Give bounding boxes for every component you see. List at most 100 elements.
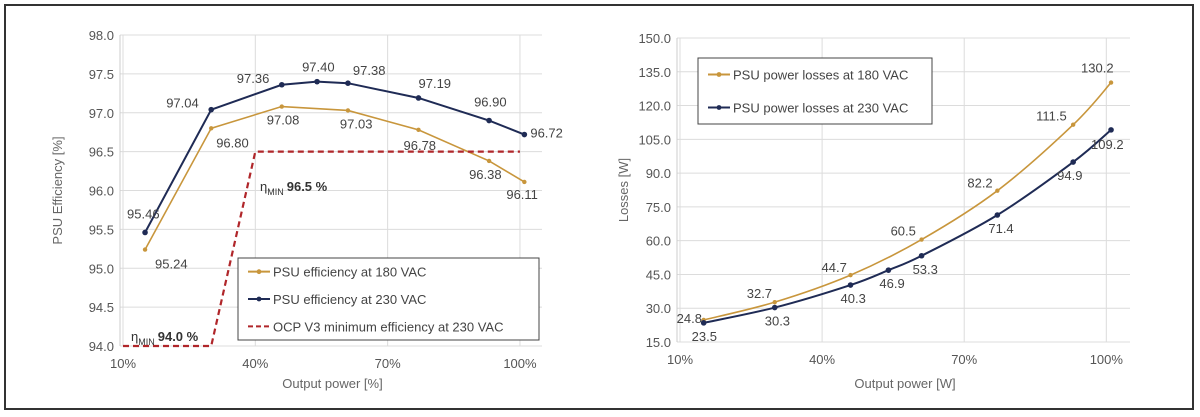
y-tick-label: 15.0 — [646, 335, 671, 350]
y-tick-label: 96.0 — [89, 184, 114, 199]
data-label: 130.2 — [1081, 61, 1114, 76]
data-label: 96.90 — [474, 95, 507, 110]
x-tick-label: 10% — [667, 352, 693, 367]
data-label: 97.19 — [419, 76, 452, 91]
data-point — [847, 282, 854, 288]
data-point — [486, 158, 492, 164]
data-label: 96.11 — [506, 187, 538, 202]
data-point — [486, 117, 492, 124]
data-point — [345, 108, 351, 113]
y-tick-label: 98.0 — [89, 28, 114, 43]
legend-marker — [716, 105, 722, 110]
y-tick-label: 94.5 — [89, 300, 114, 315]
eta-min-annotation: ηMIN 94.0 % — [131, 329, 199, 347]
y-tick-label: 30.0 — [646, 301, 671, 316]
x-axis-title: Output power [%] — [282, 376, 382, 391]
data-label: 97.04 — [166, 96, 199, 111]
data-point — [314, 78, 320, 85]
data-point — [209, 126, 214, 131]
data-label: 95.24 — [155, 257, 188, 272]
data-label: 97.38 — [353, 63, 386, 78]
legend-marker — [256, 269, 262, 275]
data-label: 96.80 — [216, 135, 249, 150]
legend-marker — [256, 296, 262, 302]
legend-box — [697, 57, 933, 125]
y-tick-label: 60.0 — [646, 234, 671, 249]
y-tick-label: 95.5 — [89, 222, 114, 237]
y-tick-label: 96.5 — [89, 145, 114, 160]
data-label: 23.5 — [692, 329, 717, 344]
y-tick-label: 95.0 — [89, 261, 114, 276]
x-tick-label: 40% — [809, 352, 835, 367]
data-label: 44.7 — [822, 260, 847, 275]
data-point — [848, 272, 853, 278]
eta-value: 94.0 % — [158, 329, 199, 344]
eta-subscript: MIN — [138, 337, 155, 347]
y-tick-label: 97.5 — [89, 67, 114, 82]
y-tick-label: 135.0 — [638, 65, 671, 80]
data-label: 53.3 — [913, 262, 938, 277]
data-label: 60.5 — [891, 224, 916, 239]
y-tick-label: 75.0 — [646, 200, 671, 215]
data-label: 97.03 — [340, 116, 373, 131]
data-label: 109.2 — [1091, 137, 1124, 152]
chart-2: 15.0 30.0 45.0 60.0 75.0 90.0 105.0 120.0 135.0 1… — [616, 31, 1130, 391]
data-point — [208, 106, 215, 113]
y-tick-label: 45.0 — [646, 267, 671, 282]
legend-entry: PSU power losses at 180 VAC — [733, 68, 908, 83]
data-point — [885, 267, 892, 273]
data-point — [522, 179, 527, 185]
data-point — [918, 252, 925, 259]
data-point — [995, 188, 1000, 193]
x-tick-label: 100% — [1090, 352, 1124, 367]
eta-symbol: η — [131, 329, 138, 344]
data-label: 111.5 — [1036, 109, 1067, 124]
legend-entry: PSU efficiency at 230 VAC — [273, 292, 426, 307]
y-tick-label: 97.0 — [89, 106, 114, 121]
y-axis-title: PSU Efficiency [%] — [50, 136, 65, 244]
data-label: 97.08 — [267, 113, 300, 128]
data-point — [142, 247, 148, 252]
data-point — [278, 81, 285, 88]
data-label: 71.4 — [988, 221, 1013, 236]
data-point — [1108, 127, 1114, 133]
eta-value: 96.5 % — [287, 179, 328, 194]
legend-box — [237, 257, 540, 341]
series-line-3 — [123, 150, 520, 348]
x-tick-label: 70% — [375, 356, 401, 371]
x-tick-label: 100% — [503, 356, 537, 371]
legend-entry: OCP V3 minimum efficiency at 230 VAC — [273, 319, 503, 334]
data-point — [416, 127, 421, 133]
y-tick-label: 120.0 — [638, 99, 671, 114]
y-tick-label: 150.0 — [638, 31, 671, 46]
data-label: 96.72 — [530, 126, 563, 141]
y-axis-title: Losses [W] — [616, 158, 631, 222]
y-tick-label: 105.0 — [638, 132, 671, 147]
data-label: 97.40 — [302, 60, 335, 75]
figure-frame — [4, 4, 1194, 410]
data-point — [521, 131, 528, 138]
eta-symbol: η — [260, 179, 267, 194]
data-point — [345, 80, 351, 87]
data-label: 32.7 — [747, 286, 772, 301]
data-label: 95.46 — [127, 206, 160, 221]
x-tick-label: 70% — [951, 352, 977, 367]
data-point — [142, 229, 148, 236]
data-label: 46.9 — [879, 276, 904, 291]
data-label: 94.9 — [1057, 168, 1082, 183]
data-point — [1070, 159, 1076, 165]
data-point — [994, 212, 1001, 218]
legend-entry: PSU efficiency at 180 VAC — [273, 265, 426, 280]
data-label: 24.8 — [677, 311, 702, 326]
x-tick-label: 10% — [110, 356, 136, 371]
data-label: 96.78 — [404, 138, 437, 153]
x-axis-title: Output power [W] — [854, 376, 955, 391]
data-label: 40.3 — [841, 291, 866, 306]
legend-entry: PSU power losses at 230 VAC — [733, 101, 908, 116]
eta-min-annotation: ηMIN 96.5 % — [260, 179, 328, 197]
chart-1: 94.0 94.5 95.0 95.5 96.0 96.5 97.0 97.5 98.0 10% 4… — [50, 28, 563, 391]
data-point — [279, 104, 284, 109]
data-label: 96.38 — [469, 167, 502, 182]
data-label: 97.36 — [237, 71, 270, 86]
